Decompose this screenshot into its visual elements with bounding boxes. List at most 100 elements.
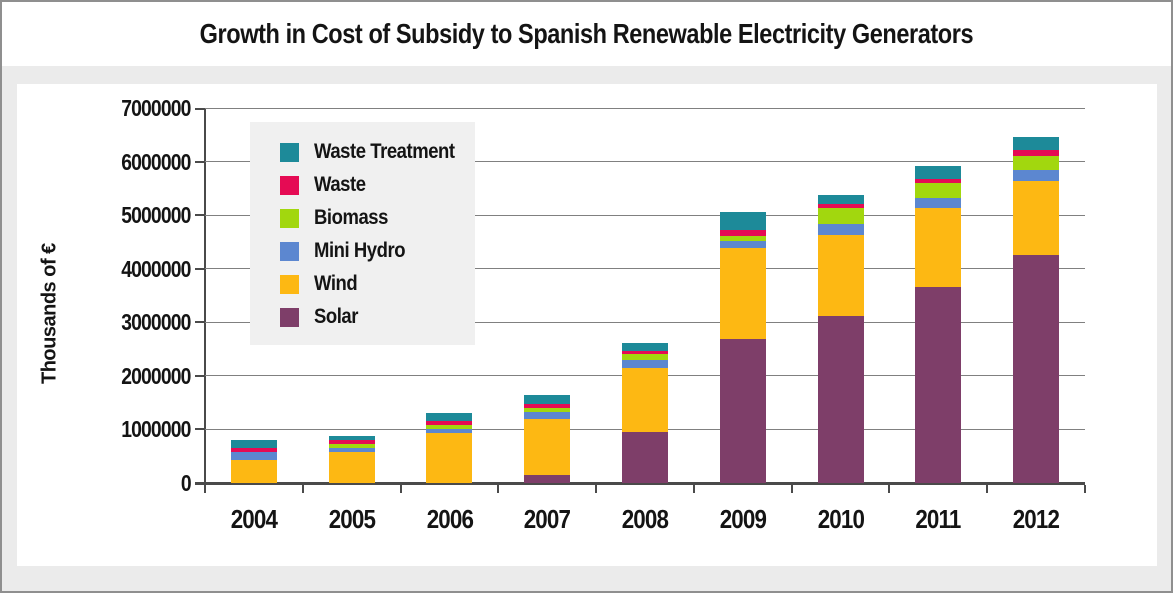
x-tick-9 [1084,485,1086,493]
bar-segment-2007-solar [524,474,571,483]
bar-segment-2006-waste-treatment [426,413,473,422]
y-tick-2000000 [195,374,204,377]
bar-segment-2005-mini-hydro [328,447,375,452]
bar-segment-2010-solar [817,315,864,483]
bar-segment-2009-wind [719,248,766,340]
legend-item-wind: Wind [280,272,475,296]
legend-item-mini-hydro: Mini Hydro [280,239,475,263]
chart-card: Thousands of € 0 1000000 2000000 3000000 400… [17,84,1157,566]
y-tick-label-4000000: 4000000 [121,255,192,282]
bar-segment-2004-wind [230,459,277,483]
bar-segment-2012-biomass [1013,155,1060,171]
biomass-swatch-icon [280,208,299,228]
y-tick-0 [195,482,204,484]
y-tick-7000000 [195,108,204,110]
bar-segment-2012-solar [1013,254,1060,483]
bar-segment-2008-biomass [622,354,668,360]
bar-segment-2007-mini-hydro [524,411,571,420]
y-axis-labels: 0 1000000 2000000 3000000 4000000 5000000 6000… [17,95,192,496]
gridline-6000000 [205,161,1085,163]
legend-item-biomass: Biomass [280,206,475,230]
bar-segment-2006-waste [426,421,473,426]
y-tick-label-6000000: 6000000 [121,148,192,175]
gridline-5000000 [205,214,1085,216]
bar-segment-2009-waste-treatment [719,212,766,230]
x-axis-labels: 2004 2005 2006 2007 2008 2009 2010 2011 2012 [205,504,1085,538]
legend-label-biomass: Biomass [314,206,388,229]
bar-2007 [524,108,571,483]
bar-segment-2009-solar [719,339,766,483]
x-tick-3 [497,485,500,493]
bar-2010 [817,108,864,483]
gridline-3000000 [205,321,1085,323]
legend-label-waste-treatment: Waste Treatment [314,140,455,163]
legend-label-mini-hydro: Mini Hydro [314,239,406,262]
bar-segment-2005-waste-treatment [328,435,375,441]
bar-2009 [719,108,766,483]
bar-segment-2010-mini-hydro [817,224,864,235]
bar-segment-2010-biomass [817,207,864,224]
bar-segment-2007-wind [524,419,571,475]
bar-segment-2007-waste-treatment [524,394,571,405]
bar-segment-2005-waste [328,440,375,444]
bar-2012 [1013,108,1060,483]
bar-2004 [230,108,277,483]
x-axis-line [195,482,1085,485]
bar-segment-2006-wind [426,432,473,483]
bar-segment-2004-mini-hydro [230,451,277,460]
legend-item-waste: Waste [280,173,475,197]
bar-segment-2011-mini-hydro [915,198,962,208]
plot-area [195,108,1086,493]
x-tick-2 [399,485,402,493]
x-tick-label-2009: 2009 [719,504,767,534]
bar-segment-2004-waste [230,447,277,452]
x-tick-6 [790,485,793,493]
y-tick-4000000 [195,267,204,270]
y-tick-label-1000000: 1000000 [121,416,192,443]
solar-swatch-icon [280,307,299,327]
x-tick-label-2004: 2004 [230,504,278,534]
bar-segment-2010-waste [817,203,864,208]
bar-segment-2007-waste [524,404,571,408]
bar-segment-2009-waste [719,229,766,236]
bar-2008 [622,108,668,483]
bar-segment-2011-solar [915,287,962,483]
bar-segment-2004-waste-treatment [230,440,277,448]
bar-segment-2011-waste-treatment [915,166,962,179]
x-tick-7 [888,485,891,493]
x-tick-label-2012: 2012 [1012,504,1060,534]
bar-2005 [328,108,375,483]
bar-segment-2005-biomass [328,443,375,448]
bar-segment-2011-biomass [915,183,962,198]
x-tick-1 [301,485,304,493]
bar-segment-2012-waste-treatment [1013,136,1060,150]
wind-swatch-icon [280,274,299,294]
x-tick-label-2010: 2010 [817,504,864,534]
x-tick-label-2011: 2011 [915,504,962,534]
x-tick-5 [692,485,695,493]
x-tick-4 [595,485,598,493]
y-tick-1000000 [195,428,204,431]
chart-title: Growth in Cost of Subsidy to Spanish Ren… [199,18,974,49]
waste-swatch-icon [280,175,299,195]
bar-segment-2009-mini-hydro [719,241,766,249]
x-tick-label-2005: 2005 [328,504,375,534]
bar-segment-2008-wind [622,367,668,432]
y-tick-label-2000000: 2000000 [121,362,192,389]
bar-segment-2009-biomass [719,235,766,242]
gridline-7000000 [205,108,1085,109]
bar-segment-2012-mini-hydro [1013,170,1060,182]
bar-segment-2005-wind [328,451,375,483]
x-tick-8 [986,485,989,493]
y-tick-5000000 [195,214,204,217]
x-tick-0 [204,485,206,493]
title-band: Growth in Cost of Subsidy to Spanish Ren… [2,2,1171,66]
y-tick-6000000 [195,160,204,163]
bar-segment-2006-mini-hydro [426,428,473,433]
x-tick-label-2008: 2008 [621,504,669,534]
y-tick-label-0: 0 [181,470,192,496]
legend-label-solar: Solar [314,305,359,328]
legend-label-waste: Waste [314,173,366,196]
bar-segment-2008-waste [622,350,668,355]
